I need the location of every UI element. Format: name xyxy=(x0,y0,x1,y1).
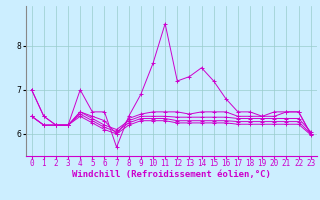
X-axis label: Windchill (Refroidissement éolien,°C): Windchill (Refroidissement éolien,°C) xyxy=(72,170,271,179)
